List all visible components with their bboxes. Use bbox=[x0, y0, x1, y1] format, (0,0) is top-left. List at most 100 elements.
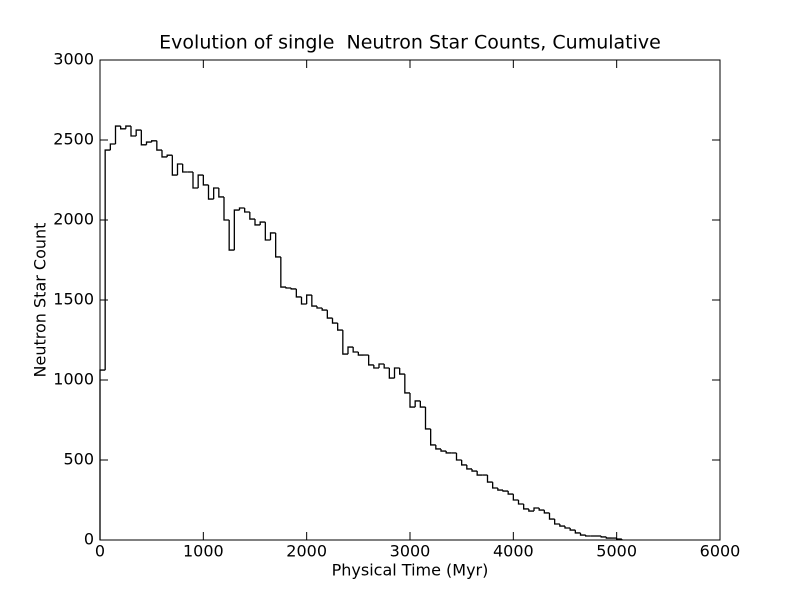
step bbox=[440, 448, 447, 452]
step bbox=[223, 196, 230, 221]
step bbox=[564, 526, 571, 529]
step bbox=[569, 528, 576, 531]
step bbox=[166, 154, 173, 157]
y-tick-label: 500 bbox=[63, 450, 94, 469]
step bbox=[337, 323, 343, 331]
step bbox=[342, 330, 348, 355]
step bbox=[512, 494, 519, 501]
step bbox=[528, 508, 534, 512]
step bbox=[523, 504, 529, 510]
x-tick-label: 5000 bbox=[596, 542, 637, 561]
step bbox=[306, 294, 312, 304]
step bbox=[275, 232, 281, 258]
step bbox=[559, 524, 565, 527]
step bbox=[140, 130, 147, 146]
step bbox=[486, 475, 493, 483]
step bbox=[399, 368, 405, 375]
step bbox=[357, 352, 364, 356]
step bbox=[109, 143, 116, 151]
x-tick-label: 6000 bbox=[700, 542, 741, 561]
step bbox=[502, 490, 509, 492]
step bbox=[533, 507, 540, 512]
step bbox=[233, 209, 240, 251]
step bbox=[414, 400, 421, 408]
step bbox=[125, 125, 131, 129]
y-tick-label: 2000 bbox=[53, 210, 94, 229]
step bbox=[373, 364, 379, 369]
step bbox=[409, 392, 416, 408]
step bbox=[120, 126, 126, 130]
step bbox=[249, 212, 255, 220]
step bbox=[388, 368, 395, 379]
step bbox=[497, 488, 503, 491]
step bbox=[466, 464, 472, 470]
step bbox=[419, 400, 426, 408]
step bbox=[254, 219, 261, 226]
step bbox=[285, 287, 292, 289]
step bbox=[207, 184, 214, 200]
step bbox=[383, 364, 390, 369]
step bbox=[476, 471, 483, 476]
step bbox=[145, 141, 152, 145]
y-tick-label: 2500 bbox=[53, 130, 94, 149]
step bbox=[368, 355, 374, 366]
step bbox=[548, 512, 555, 520]
step bbox=[269, 232, 276, 240]
step bbox=[192, 172, 199, 189]
step bbox=[280, 256, 286, 288]
step bbox=[104, 149, 111, 371]
y-axis-label: Neutron Star Count bbox=[31, 223, 50, 378]
step bbox=[259, 221, 266, 225]
step bbox=[579, 532, 586, 536]
step bbox=[156, 140, 162, 151]
step bbox=[430, 428, 436, 446]
step bbox=[295, 288, 302, 298]
step bbox=[585, 535, 591, 537]
step bbox=[445, 451, 452, 454]
x-tick-label: 0 bbox=[95, 542, 105, 561]
x-tick-label: 1000 bbox=[183, 542, 224, 561]
step bbox=[347, 346, 354, 355]
step bbox=[471, 468, 478, 472]
step bbox=[151, 140, 157, 143]
step bbox=[326, 310, 333, 319]
step bbox=[538, 508, 545, 511]
step bbox=[264, 222, 271, 241]
step bbox=[507, 491, 514, 495]
y-tick-label: 3000 bbox=[53, 50, 94, 69]
step bbox=[378, 363, 385, 368]
step bbox=[455, 452, 462, 461]
step bbox=[605, 536, 612, 539]
step bbox=[404, 374, 410, 394]
step bbox=[461, 460, 467, 466]
step bbox=[202, 175, 209, 186]
step bbox=[393, 367, 400, 379]
step bbox=[616, 538, 622, 540]
step bbox=[130, 126, 137, 137]
step bbox=[213, 187, 219, 200]
step bbox=[135, 129, 142, 136]
step bbox=[171, 155, 178, 176]
y-tick-label: 0 bbox=[84, 530, 94, 549]
step bbox=[197, 174, 204, 188]
y-tick-label: 1000 bbox=[53, 370, 94, 389]
plot-frame bbox=[99, 59, 721, 541]
step bbox=[300, 296, 307, 305]
x-tick-label: 2000 bbox=[286, 542, 327, 561]
step bbox=[543, 510, 550, 514]
step bbox=[331, 318, 338, 324]
step bbox=[114, 125, 121, 144]
step bbox=[228, 220, 235, 251]
x-axis-label: Physical Time (Myr) bbox=[332, 561, 489, 580]
step bbox=[218, 188, 224, 198]
step bbox=[182, 164, 188, 173]
step bbox=[517, 500, 524, 505]
x-tick-label: 3000 bbox=[390, 542, 431, 561]
step bbox=[311, 295, 317, 307]
step bbox=[424, 407, 431, 430]
step bbox=[290, 288, 297, 290]
chart-title: Evolution of single Neutron Star Counts,… bbox=[159, 32, 661, 54]
